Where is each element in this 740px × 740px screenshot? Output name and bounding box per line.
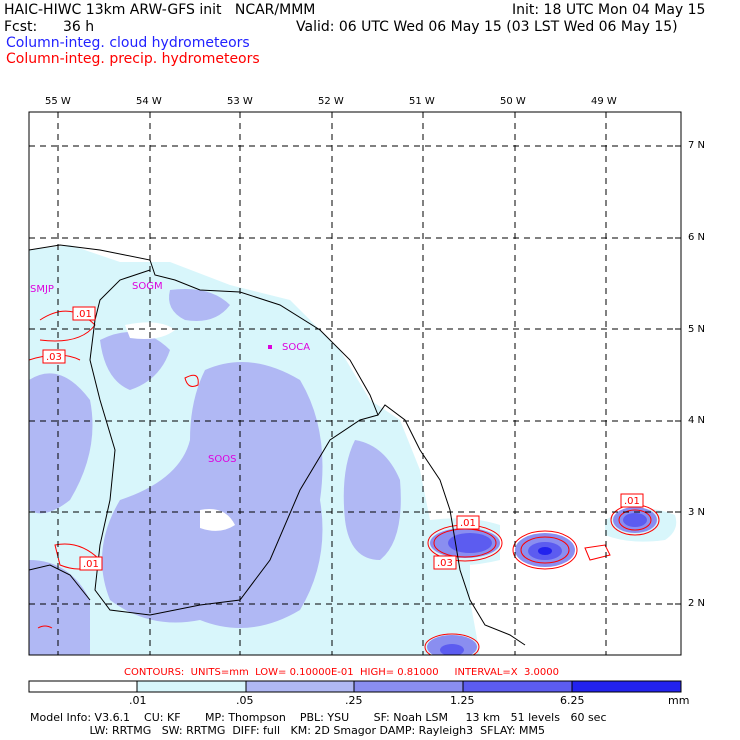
lat-label: 7 N	[688, 140, 706, 151]
station-marker	[268, 345, 272, 349]
contours-info: CONTOURS: UNITS=mm LOW= 0.10000E-01 HIGH…	[124, 667, 559, 678]
lon-label: 50 W	[500, 96, 526, 107]
station-label: SMJP	[30, 284, 54, 295]
cloud-shading-medium	[102, 362, 323, 628]
colorbar-tick: 1.25	[450, 694, 475, 707]
forecast-label: Fcst:	[4, 19, 38, 35]
contour-label: .01	[83, 559, 99, 570]
lon-label: 55 W	[45, 96, 71, 107]
forecast-hours: 36 h	[63, 19, 95, 35]
lon-label: 51 W	[409, 96, 435, 107]
station-label: SOGM	[132, 281, 163, 292]
lat-label: 5 N	[688, 324, 706, 335]
lat-label: 4 N	[688, 415, 706, 426]
colorbar-unit: mm	[668, 694, 690, 707]
lon-label: 49 W	[591, 96, 617, 107]
model-info-line1: Model Info: V3.6.1 CU: KF MP: Thompson P…	[30, 711, 607, 724]
lat-label: 6 N	[688, 232, 706, 243]
colorbar-tick: .05	[236, 694, 254, 707]
legend-cloud-hydrometeors: Column-integ. cloud hydrometeors	[6, 35, 250, 51]
lon-label: 54 W	[136, 96, 162, 107]
contour-label: .01	[460, 518, 476, 529]
lon-label: 53 W	[227, 96, 253, 107]
plot-title: HAIC-HIWC 13km ARW-GFS init NCAR/MMM	[4, 2, 316, 18]
init-time: Init: 18 UTC Mon 04 May 15	[512, 2, 706, 18]
lat-label: 3 N	[688, 507, 706, 518]
legend-precip-hydrometeors: Column-integ. precip. hydrometeors	[6, 51, 260, 67]
coastline	[29, 244, 526, 646]
colorbar-tick: .25	[345, 694, 363, 707]
contour-label: .01	[624, 496, 640, 507]
map-frame	[28, 111, 682, 656]
lat-label: 2 N	[688, 598, 706, 609]
model-info-line2: LW: RRTMG SW: RRTMG DIFF: full KM: 2D Sm…	[30, 724, 545, 737]
contour-label: .01	[76, 309, 92, 320]
valid-time: Valid: 06 UTC Wed 06 May 15 (03 LST Wed …	[296, 19, 678, 35]
colorbar-tick: 6.25	[560, 694, 585, 707]
station-label: SOCA	[282, 342, 310, 353]
contour-label: .03	[437, 558, 453, 569]
lon-label: 52 W	[318, 96, 344, 107]
colorbar-tick: .01	[129, 694, 147, 707]
contour-label: .03	[46, 352, 62, 363]
border-line	[29, 564, 91, 601]
station-label: SOOS	[208, 454, 236, 465]
